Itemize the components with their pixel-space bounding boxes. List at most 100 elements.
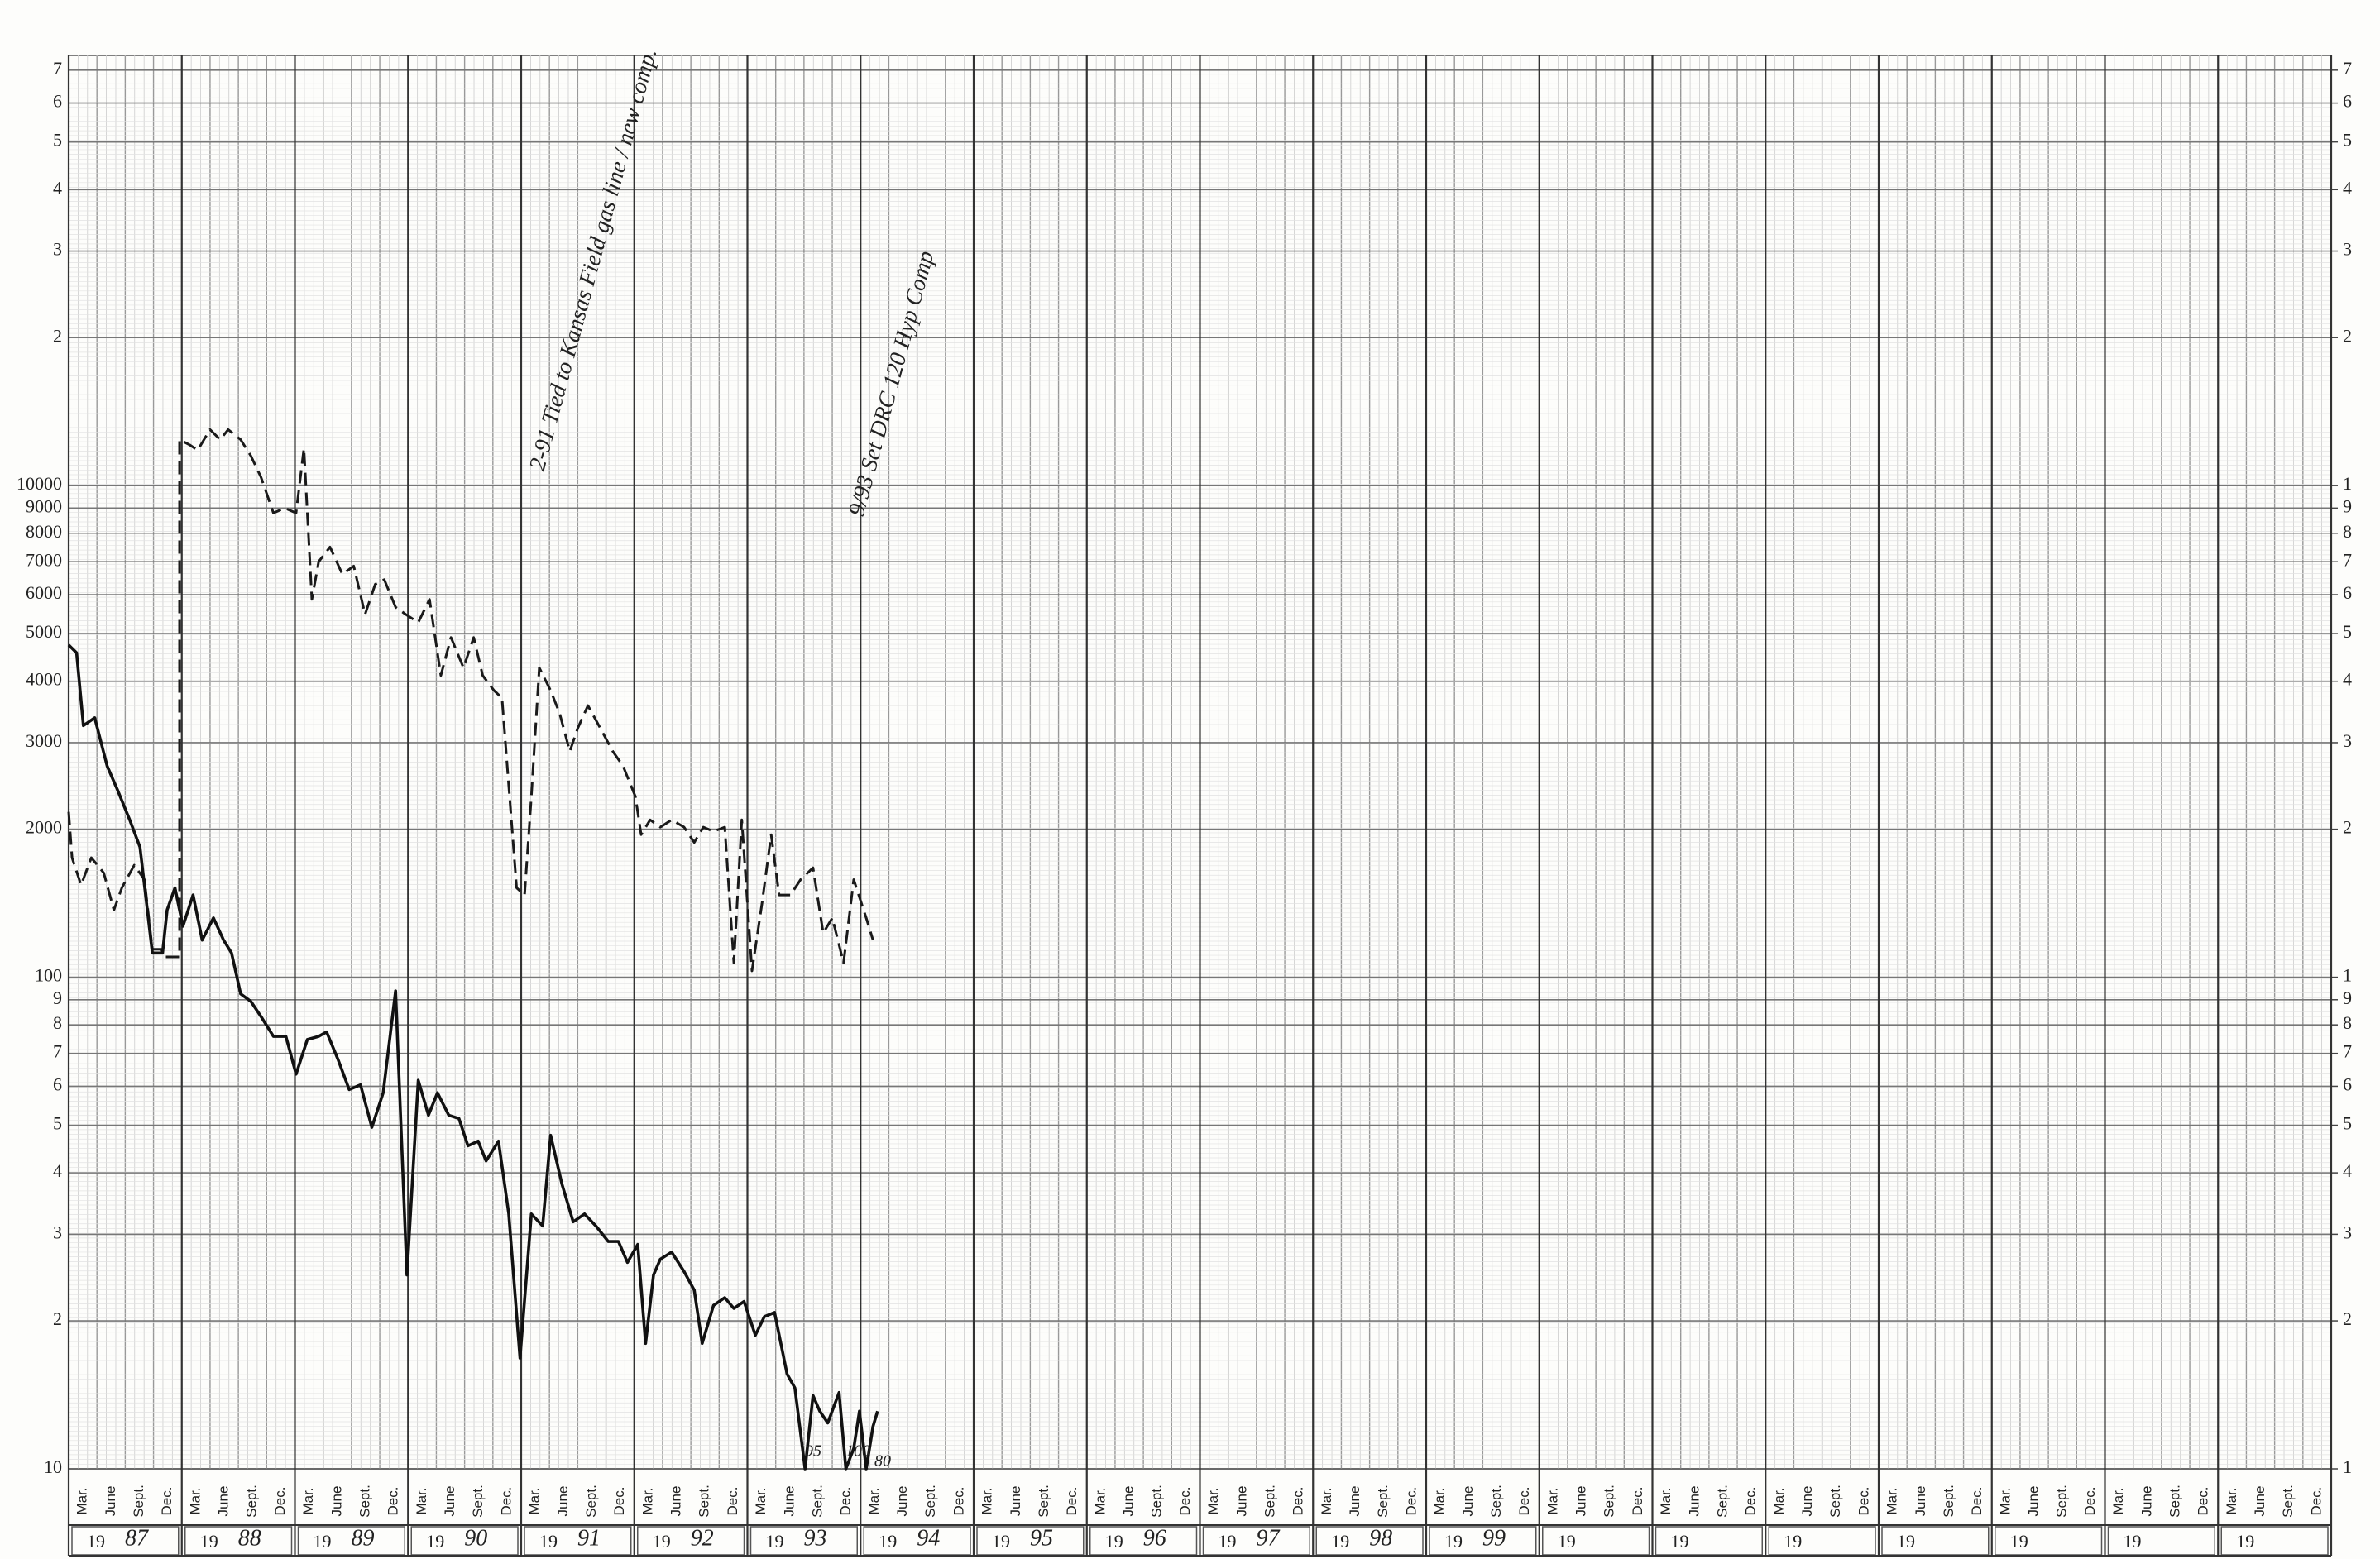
y-tick-label: 2	[53, 1308, 62, 1329]
y-tick-label: 3000	[26, 730, 62, 751]
year-label: 94	[917, 1525, 940, 1551]
year-prefix: 19	[2124, 1531, 2142, 1552]
y-tick-label: 8000	[26, 521, 62, 542]
y2-tick-label: 8	[2343, 1012, 2352, 1033]
y2-tick-label: 7	[2343, 1041, 2352, 1062]
year-prefix: 19	[426, 1531, 444, 1552]
quarter-label: Dec.	[611, 1487, 627, 1516]
quarter-label: Mar.	[414, 1487, 429, 1514]
y2-tick-label: 4	[2343, 1160, 2352, 1181]
series-line	[67, 428, 874, 973]
year-label: 87	[125, 1525, 149, 1551]
quarter-label: Sept.	[697, 1485, 712, 1518]
quarter-label: Sept.	[2054, 1485, 2070, 1518]
year-prefix: 19	[200, 1531, 218, 1552]
quarter-label: Mar.	[639, 1487, 655, 1514]
y-tick-label: 5	[53, 1113, 62, 1134]
year-prefix: 19	[766, 1531, 784, 1552]
quarter-label: Mar.	[979, 1487, 995, 1514]
quarter-label: Dec.	[1064, 1487, 1080, 1516]
y-tick-label: 6000	[26, 582, 62, 603]
y2-tick-label: 1	[2343, 965, 2352, 986]
quarter-label: June	[2026, 1486, 2042, 1517]
quarter-label: Sept.	[1827, 1485, 1843, 1518]
y-tick-label: 10	[44, 1456, 62, 1477]
year-label: 90	[464, 1525, 487, 1551]
year-prefix: 19	[1444, 1531, 1463, 1552]
y-tick-label: 2000	[26, 817, 62, 838]
y2-tick-label: 4	[2343, 669, 2352, 690]
y-tick-label: 3	[53, 239, 62, 260]
quarter-label: June	[442, 1486, 457, 1517]
quarter-label: Mar.	[527, 1487, 543, 1514]
y2-tick-label: 6	[2343, 1074, 2352, 1094]
quarter-label: Mar.	[1092, 1487, 1108, 1514]
y2-tick-label: 4	[2343, 177, 2352, 198]
quarter-label: Mar.	[866, 1487, 882, 1514]
quarter-label: June	[781, 1486, 797, 1517]
quarter-label: Mar.	[753, 1487, 769, 1514]
annotation: 100	[845, 1442, 870, 1461]
quarter-label: Mar.	[2224, 1487, 2239, 1514]
y2-tick-label: 6	[2343, 91, 2352, 112]
quarter-label: Dec.	[2196, 1487, 2211, 1516]
quarter-label: June	[1460, 1486, 1476, 1517]
quarter-label: Sept.	[1488, 1485, 1504, 1518]
quarter-label: Sept.	[357, 1485, 372, 1518]
y-tick-label: 100	[35, 965, 62, 986]
year-prefix: 19	[1219, 1531, 1237, 1552]
year-prefix: 19	[2236, 1531, 2254, 1552]
year-prefix: 19	[539, 1531, 558, 1552]
quarter-label: Sept.	[1375, 1485, 1391, 1518]
quarter-label: Mar.	[2110, 1487, 2126, 1514]
year-label: 98	[1369, 1525, 1392, 1551]
quarter-label: Dec.	[1403, 1487, 1419, 1516]
y-tick-label: 7000	[26, 549, 62, 570]
year-prefix: 19	[653, 1531, 671, 1552]
quarter-label: June	[2138, 1486, 2154, 1517]
quarter-label: June	[2252, 1486, 2267, 1517]
y-tick-label: 6	[53, 91, 62, 112]
year-prefix: 19	[1331, 1531, 1349, 1552]
quarter-label: Dec.	[2308, 1487, 2324, 1516]
year-label: 97	[1257, 1525, 1281, 1551]
y-tick-label: 6	[53, 1074, 62, 1094]
quarter-label: Dec.	[2082, 1487, 2098, 1516]
quarter-label: Sept.	[1941, 1485, 1956, 1518]
y2-tick-label: 3	[2343, 730, 2352, 751]
quarter-label: Sept.	[2280, 1485, 2296, 1518]
quarter-label: Mar.	[1544, 1487, 1560, 1514]
y2-tick-label: 2	[2343, 325, 2352, 346]
y2-tick-label: 5	[2343, 1113, 2352, 1134]
quarter-label: Mar.	[300, 1487, 316, 1514]
y2-tick-label: 2	[2343, 817, 2352, 838]
quarter-label: June	[894, 1486, 910, 1517]
y2-tick-label: 9	[2343, 495, 2352, 516]
y-tick-label: 9000	[26, 495, 62, 516]
quarter-label: Dec.	[1630, 1487, 1645, 1516]
y2-tick-label: 7	[2343, 549, 2352, 570]
quarter-label: Mar.	[1432, 1487, 1448, 1514]
year-label: 95	[1030, 1525, 1053, 1551]
grid	[67, 55, 2338, 1557]
quarter-label: Dec.	[159, 1487, 175, 1516]
y2-tick-label: 2	[2343, 1308, 2352, 1329]
y-tick-label: 4	[53, 1160, 62, 1181]
year-prefix: 19	[1558, 1531, 1576, 1552]
quarter-label: Dec.	[498, 1487, 514, 1516]
quarter-label: June	[1913, 1486, 1928, 1517]
quarter-label: June	[1347, 1486, 1362, 1517]
y2-tick-label: 9	[2343, 988, 2352, 1008]
quarter-label: June	[216, 1486, 232, 1517]
y-tick-label: 7	[53, 1041, 62, 1062]
y2-tick-label: 5	[2343, 130, 2352, 151]
annotation: 80	[874, 1452, 891, 1471]
y-tick-label: 3	[53, 1222, 62, 1242]
quarter-label: June	[1008, 1486, 1023, 1517]
quarter-label: Dec.	[838, 1487, 854, 1516]
quarter-label: Sept.	[470, 1485, 486, 1518]
quarter-label: Mar.	[1205, 1487, 1221, 1514]
